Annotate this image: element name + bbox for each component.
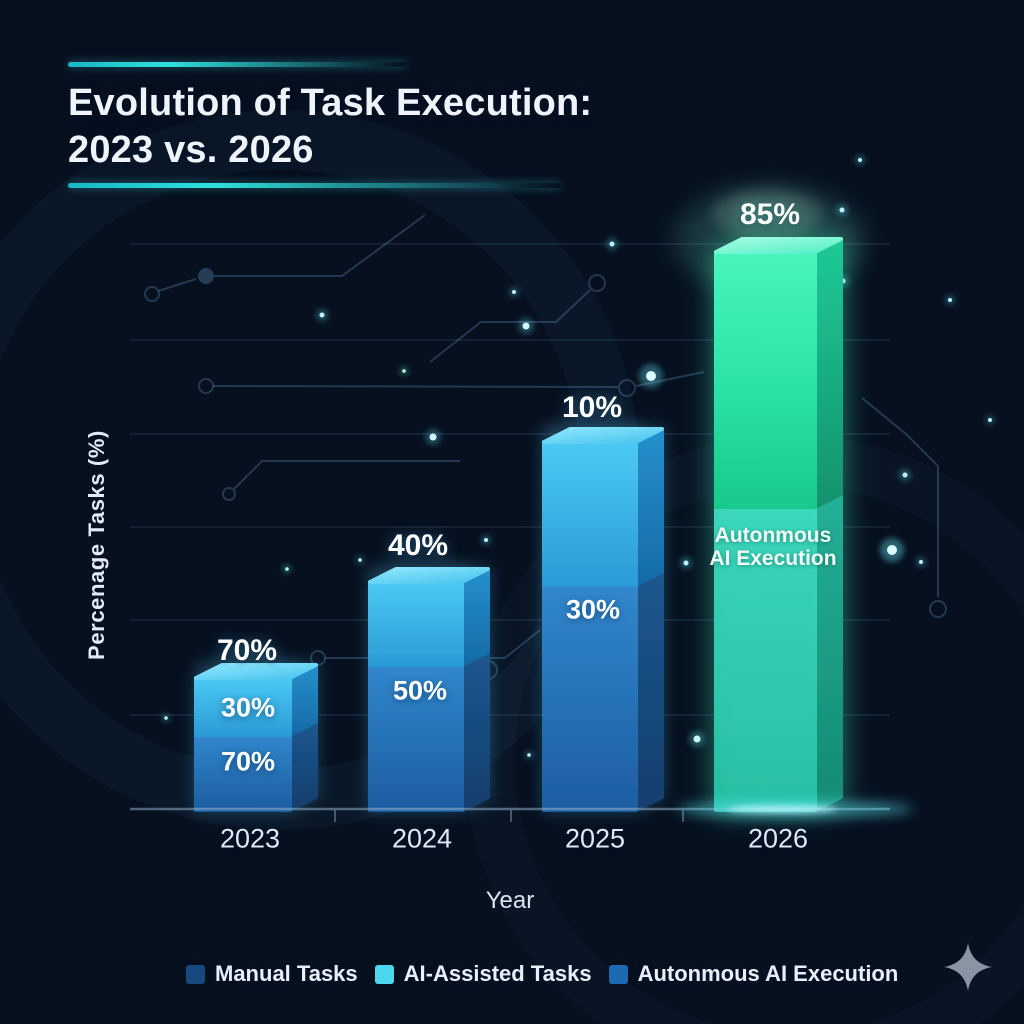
x-tick-2026: 2026: [747, 823, 809, 854]
bar-2026-annotation-line1: Autonmous: [714, 524, 832, 547]
chart-title-line1: Evolution of Task Execution:: [68, 82, 593, 124]
legend-item-manual-tasks: Manual Tasks: [186, 961, 358, 987]
legend-label-ai-assisted-tasks: AI-Assisted Tasks: [403, 961, 592, 986]
bar-2024-total-label: 40%: [387, 529, 449, 562]
x-axis-title: Year: [485, 887, 535, 914]
legend-item-autonomous-ai-execution: Autonmous AI Execution: [608, 961, 899, 987]
legend-swatch-ai-assisted-tasks: [374, 964, 394, 984]
bar-2026: [714, 237, 843, 812]
legend: Manual Tasks AI-Assisted Tasks Autonmous…: [186, 961, 898, 987]
legend-swatch-autonomous-ai-execution: [608, 964, 628, 984]
x-tick-2023: 2023: [219, 823, 281, 854]
bar-2025-total-label: 10%: [561, 391, 623, 424]
sparkle-icon: [944, 943, 992, 991]
y-axis-label: Percenage Tasks (%): [84, 430, 109, 660]
chart-title-line2: 2023 vs. 2026: [68, 129, 314, 171]
bar-2023-lower-segment-label: 70%: [220, 746, 276, 777]
bar-2025-lower-segment-label: 30%: [565, 594, 621, 625]
bar-2023-total-label: 70%: [216, 634, 278, 667]
legend-label-manual-tasks: Manual Tasks: [215, 961, 358, 986]
bar-2024-lower-segment-label: 50%: [392, 675, 448, 706]
x-tick-2025: 2025: [564, 823, 626, 854]
bar-2026-annotation: Autonmous AI Execution: [709, 524, 836, 570]
circuit-traces: [144, 214, 947, 680]
x-tick-2024: 2024: [391, 823, 453, 854]
legend-swatch-manual-tasks: [186, 964, 205, 984]
bar-2025: [542, 427, 664, 812]
chart-title: Evolution of Task Execution: 2023 vs. 20…: [68, 80, 592, 174]
legend-item-ai-assisted-tasks: AI-Assisted Tasks: [374, 961, 592, 987]
bar-2023-upper-segment-label: 30%: [220, 692, 276, 723]
bar-2026-total-label: 85%: [739, 198, 801, 231]
bar-2026-annotation-line2: AI Execution: [709, 547, 837, 570]
title-accent-line-top: [68, 62, 406, 67]
bar-2024: [368, 567, 490, 812]
bar-2023: [194, 663, 318, 812]
title-accent-line-bottom: [68, 183, 560, 188]
legend-label-autonomous-ai-execution: Autonmous AI Execution: [637, 961, 899, 986]
